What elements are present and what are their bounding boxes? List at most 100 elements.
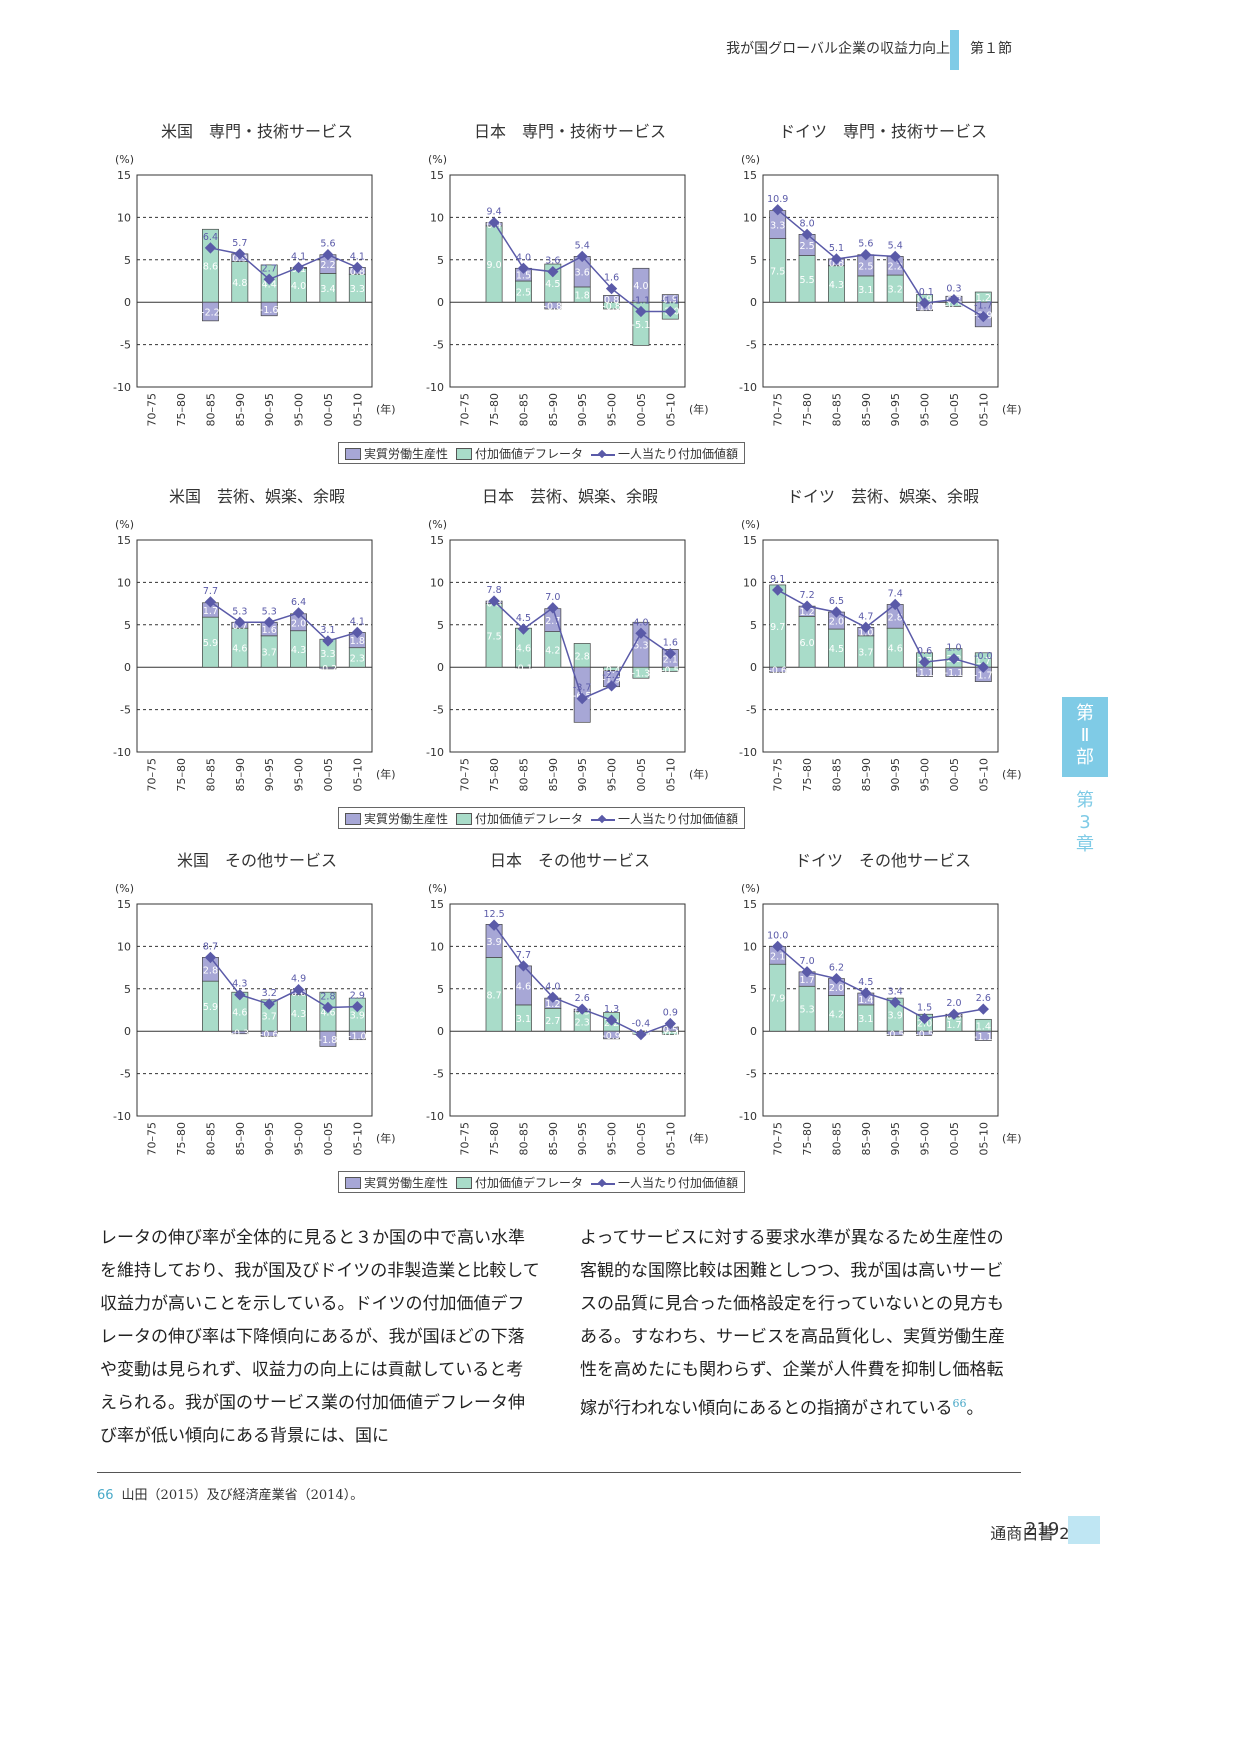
x-tick-label: 75–80 xyxy=(175,393,188,427)
page-number-accent xyxy=(1068,1516,1100,1544)
x-tick-label: 90–95 xyxy=(263,758,276,792)
data-label-deflator: -0.5 xyxy=(661,665,680,676)
data-label-line: 1.5 xyxy=(917,1002,932,1013)
y-tick-label: -10 xyxy=(113,381,131,394)
footnote-ref[interactable]: 66 xyxy=(952,1397,967,1410)
x-tick-label: 70–75 xyxy=(772,1122,785,1156)
body-paragraph-right: よってサービスに対する要求水準が異なるため生産性の客観的な国際比較は困難としつつ… xyxy=(580,1222,1020,1426)
y-tick-label: 0 xyxy=(750,296,757,309)
data-label-deflator: 4.5 xyxy=(545,279,560,290)
y-unit-label: (%) xyxy=(741,153,760,166)
body-text-right: よってサービスに対する要求水準が異なるため生産性の客観的な国際比較は困難としつつ… xyxy=(580,1222,1020,1426)
line-point xyxy=(605,282,618,295)
chapter-tab-char-3: 章 xyxy=(1076,834,1094,855)
data-label-line: 7.7 xyxy=(203,586,218,597)
y-tick-label: 0 xyxy=(437,296,444,309)
part-tab-char-2: Ⅱ xyxy=(1080,725,1090,746)
line-point xyxy=(918,297,931,309)
x-tick-label: 80–85 xyxy=(830,1122,843,1156)
chart-legend: 実質労働生産性 付加価値デフレータ 一人当たり付加価値額 xyxy=(338,442,746,464)
legend-line-icon xyxy=(591,449,616,459)
x-unit-label: (年) xyxy=(1002,767,1022,781)
legend-deflator-label: 付加価値デフレータ xyxy=(475,1175,584,1190)
section-title: 我が国グローバル企業の収益力向上 xyxy=(726,41,950,57)
y-tick-label: 0 xyxy=(437,661,444,674)
data-label-line: 10.0 xyxy=(767,930,788,941)
chapter-tab-char-1: 第 xyxy=(1076,790,1094,811)
data-label-productivity: 1.4 xyxy=(858,995,873,1006)
y-tick-label: 0 xyxy=(750,661,757,674)
data-label-deflator: 2.0 xyxy=(917,1019,932,1030)
bar-productivity xyxy=(603,295,620,303)
data-label-productivity: 3.9 xyxy=(487,937,502,948)
legend-swatch-productivity xyxy=(345,448,361,460)
data-label-line: 0.6 xyxy=(917,646,932,657)
data-label-line: 4.0 xyxy=(545,981,560,992)
series-line xyxy=(210,601,358,642)
y-tick-label: 0 xyxy=(124,1025,131,1038)
x-tick-label: 95–00 xyxy=(919,758,932,792)
data-label-line: 4.3 xyxy=(232,979,247,990)
data-label-productivity: -1.1 xyxy=(974,1032,993,1043)
x-tick-label: 95–00 xyxy=(293,1122,306,1156)
legend-swatch-productivity xyxy=(345,813,361,825)
x-unit-label: (年) xyxy=(1002,402,1022,416)
data-label-line: 8.7 xyxy=(203,941,218,952)
data-label-productivity: -0.9 xyxy=(602,1031,621,1042)
y-tick-label: 0 xyxy=(437,1025,444,1038)
y-tick-label: 5 xyxy=(437,983,444,996)
x-tick-label: 75–80 xyxy=(175,758,188,792)
y-tick-label: 10 xyxy=(117,940,131,953)
line-point xyxy=(801,966,813,978)
x-tick-label: 85–90 xyxy=(547,758,560,792)
y-tick-label: -5 xyxy=(746,704,757,717)
line-point xyxy=(488,216,500,229)
data-label-productivity: 3.6 xyxy=(575,268,590,279)
chart-title: 米国 専門・技術サービス xyxy=(160,122,353,141)
bar-productivity xyxy=(319,666,337,670)
y-tick-label: 10 xyxy=(743,576,757,589)
line-point xyxy=(488,595,500,607)
data-label-line: 4.7 xyxy=(858,611,873,622)
x-tick-label: 05–10 xyxy=(977,1122,990,1156)
y-unit-label: (%) xyxy=(115,518,134,531)
chapter-tab[interactable]: 第 3 章 xyxy=(1062,790,1108,856)
legend-productivity: 実質労働生産性 xyxy=(345,810,448,827)
data-label-productivity: 1.5 xyxy=(516,271,531,282)
footnote: 66 山田（2015）及び経済産業省（2014）。 xyxy=(97,1484,363,1503)
y-tick-label: -5 xyxy=(433,704,444,717)
y-tick-label: 5 xyxy=(124,619,131,632)
data-label-productivity: -1.9 xyxy=(602,675,621,686)
y-tick-label: 10 xyxy=(743,940,757,953)
part-tab[interactable]: 第 Ⅱ 部 xyxy=(1062,697,1108,777)
body-paragraph-left: レータの伸び率が全体的に見ると３か国の中で高い水準を維持しており、我が国及びドイ… xyxy=(100,1228,540,1446)
legend-swatch-deflator xyxy=(456,813,473,825)
plot-area: (%) 15 10 5 0 -5 -10 70–75 75–80 80–85 85–90 90–95 9… xyxy=(113,518,396,792)
bar-productivity xyxy=(886,1030,904,1036)
y-tick-label: 15 xyxy=(117,169,131,182)
data-label-line: 5.7 xyxy=(232,238,247,249)
plot-frame xyxy=(449,903,686,1117)
legend-swatch-deflator xyxy=(456,1177,473,1189)
bar-productivity xyxy=(661,294,679,303)
chart-legend: 実質労働生産性 付加価値デフレータ 一人当たり付加価値額 xyxy=(338,1171,746,1193)
y-tick-label: -10 xyxy=(426,1110,444,1123)
y-tick-label: 5 xyxy=(750,254,757,267)
data-label-deflator: 3.7 xyxy=(262,1012,277,1023)
data-label-deflator: 3.9 xyxy=(350,1011,365,1022)
data-label-productivity: -0.3 xyxy=(231,1028,250,1039)
x-unit-label: (年) xyxy=(1002,1131,1022,1145)
chapter-tab-char-2: 3 xyxy=(1079,812,1091,833)
data-label-deflator: 4.0 xyxy=(291,281,306,292)
data-label-deflator: 4.6 xyxy=(232,1008,247,1019)
bar-productivity xyxy=(202,301,219,322)
data-label-deflator: 1.4 xyxy=(976,1021,991,1032)
x-tick-label: 80–85 xyxy=(517,393,530,427)
legend-per-capita: 一人当たり付加価値額 xyxy=(591,1174,738,1191)
data-label-line: 5.6 xyxy=(320,239,335,250)
data-label-deflator: 4.3 xyxy=(829,280,844,291)
data-label-productivity: 4.0 xyxy=(633,281,648,292)
data-label-deflator: 4.5 xyxy=(829,644,844,655)
data-label-deflator: 6.0 xyxy=(800,638,815,649)
x-tick-label: 70–75 xyxy=(772,393,785,427)
